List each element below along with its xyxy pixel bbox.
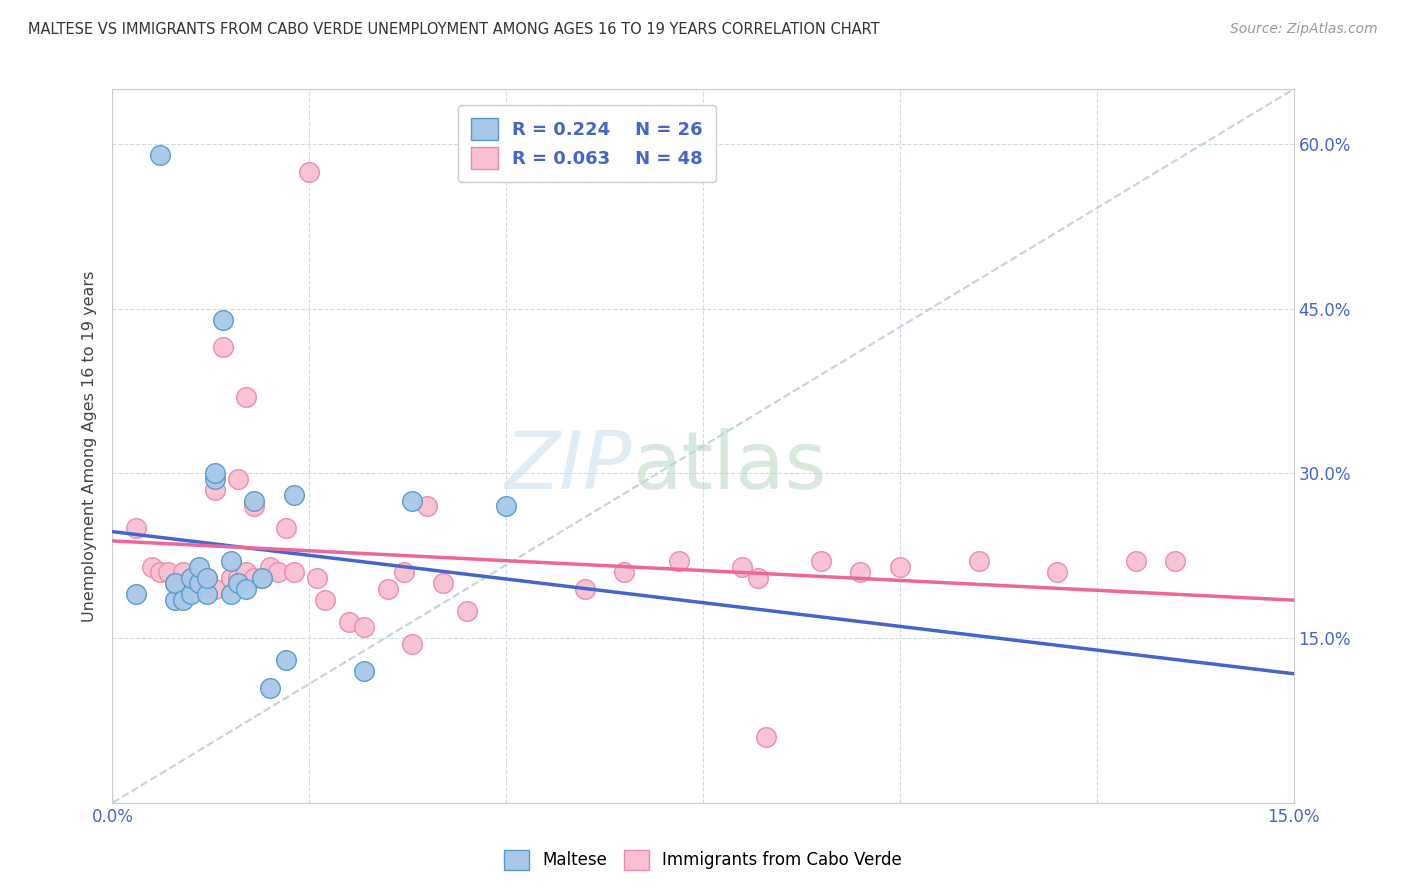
Point: [211, 312, 233, 326]
Point: [668, 554, 690, 568]
Point: [204, 582, 226, 596]
Point: [353, 664, 375, 678]
Point: [274, 521, 297, 535]
Point: [219, 571, 242, 585]
Point: [243, 571, 266, 585]
Point: [337, 615, 360, 629]
Point: [211, 340, 233, 354]
Point: [125, 521, 148, 535]
Point: [298, 164, 321, 178]
Point: [432, 576, 454, 591]
Point: [416, 500, 439, 514]
Legend: Maltese, Immigrants from Cabo Verde: Maltese, Immigrants from Cabo Verde: [498, 843, 908, 877]
Text: atlas: atlas: [633, 428, 827, 507]
Point: [283, 566, 305, 580]
Point: [188, 576, 211, 591]
Point: [165, 592, 187, 607]
Point: [180, 571, 202, 585]
Text: Source: ZipAtlas.com: Source: ZipAtlas.com: [1230, 22, 1378, 37]
Point: [613, 566, 636, 580]
Point: [235, 582, 257, 596]
Text: MALTESE VS IMMIGRANTS FROM CABO VERDE UNEMPLOYMENT AMONG AGES 16 TO 19 YEARS COR: MALTESE VS IMMIGRANTS FROM CABO VERDE UN…: [28, 22, 880, 37]
Point: [195, 571, 218, 585]
Point: [149, 566, 172, 580]
Point: [228, 571, 250, 585]
Point: [307, 571, 329, 585]
Point: [125, 587, 148, 601]
Point: [243, 500, 266, 514]
Point: [495, 500, 517, 514]
Point: [259, 559, 281, 574]
Point: [259, 681, 281, 695]
Point: [172, 592, 194, 607]
Point: [149, 148, 172, 162]
Point: [235, 390, 257, 404]
Point: [180, 571, 202, 585]
Point: [967, 554, 990, 568]
Point: [228, 472, 250, 486]
Point: [755, 730, 778, 744]
Point: [849, 566, 872, 580]
Point: [574, 582, 596, 596]
Point: [141, 559, 163, 574]
Point: [314, 592, 336, 607]
Point: [195, 587, 218, 601]
Point: [731, 559, 754, 574]
Point: [180, 587, 202, 601]
Point: [219, 587, 242, 601]
Point: [188, 576, 211, 591]
Point: [267, 566, 290, 580]
Point: [401, 494, 423, 508]
Point: [195, 571, 218, 585]
Point: [235, 566, 257, 580]
Point: [243, 494, 266, 508]
Y-axis label: Unemployment Among Ages 16 to 19 years: Unemployment Among Ages 16 to 19 years: [82, 270, 97, 622]
Point: [165, 576, 187, 591]
Point: [456, 604, 478, 618]
Point: [810, 554, 832, 568]
Point: [250, 571, 273, 585]
Point: [188, 559, 211, 574]
Point: [204, 472, 226, 486]
Point: [283, 488, 305, 502]
Point: [204, 483, 226, 497]
Point: [172, 566, 194, 580]
Point: [204, 467, 226, 481]
Point: [377, 582, 399, 596]
Point: [1164, 554, 1187, 568]
Point: [401, 637, 423, 651]
Point: [1125, 554, 1147, 568]
Point: [747, 571, 769, 585]
Text: ZIP: ZIP: [505, 428, 633, 507]
Point: [889, 559, 911, 574]
Point: [274, 653, 297, 667]
Point: [156, 566, 179, 580]
Point: [228, 576, 250, 591]
Point: [392, 566, 415, 580]
Point: [250, 571, 273, 585]
Point: [165, 576, 187, 591]
Point: [1046, 566, 1069, 580]
Point: [353, 620, 375, 634]
Point: [219, 554, 242, 568]
